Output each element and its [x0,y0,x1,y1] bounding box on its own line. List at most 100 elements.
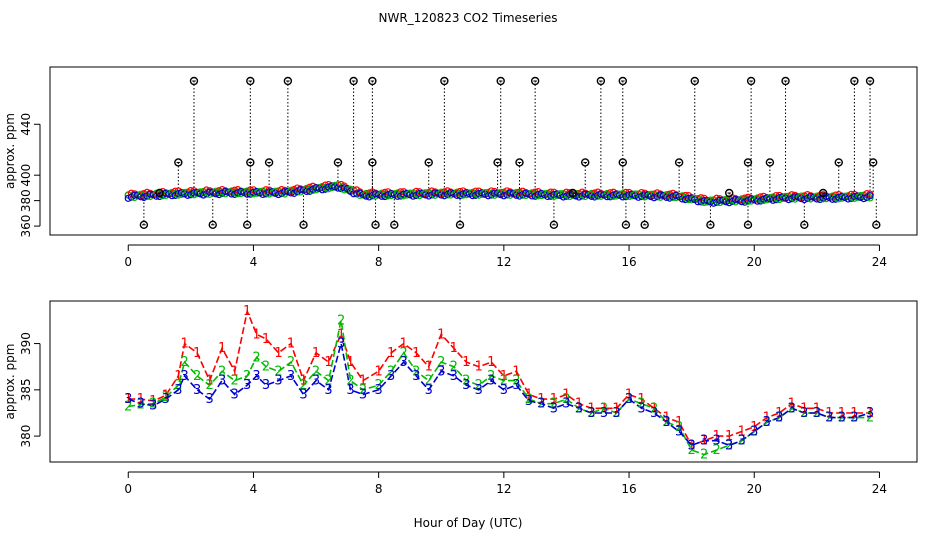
series-marker-3: 3 [425,383,433,398]
series-marker-2: 2 [359,383,367,398]
series-marker-3: 3 [550,401,558,416]
series-marker-2: 2 [612,406,620,421]
series-marker-3: 3 [312,374,320,389]
series-marker-1: 1 [287,337,295,352]
series-marker-3: 3 [450,369,458,384]
series-marker-2: 2 [587,406,595,421]
series-marker-2: 2 [562,392,570,407]
y-tick-label: 380 [19,425,33,448]
series-marker-1: 1 [775,406,783,421]
x-tick-label: 12 [496,255,511,269]
series-marker-2: 2 [637,397,645,412]
series-marker-1: 1 [700,434,708,449]
series-marker-3: 3 [324,383,332,398]
flagged-point [746,76,756,86]
series-marker-3: 3 [500,383,508,398]
series-marker-1: 1 [262,332,270,347]
series-marker-2: 2 [625,392,633,407]
series-marker-1: 1 [587,401,595,416]
flagged-point [581,158,590,167]
flagged-point [800,220,809,230]
flagged-point [440,76,449,86]
series-marker-1: 1 [650,401,658,416]
series-marker-2: 2 [252,350,260,365]
series-marker-3: 3 [575,401,583,416]
series-marker-2: 2 [537,397,545,412]
series-marker-2: 2 [412,364,420,379]
series-marker-3: 3 [180,369,188,384]
series-marker-3: 3 [688,438,696,453]
flagged-point [781,76,790,86]
series-marker-2: 2 [775,411,783,426]
series-marker-1: 1 [324,355,332,370]
series-marker-1: 1 [788,397,796,412]
series-marker-2: 2 [600,401,608,416]
series-marker-2: 2 [337,313,345,328]
series-marker-1: 1 [637,392,645,407]
series-marker-3: 3 [299,387,307,402]
series-marker-3: 3 [800,406,808,421]
series-marker-1: 1 [412,346,420,361]
series-marker-3: 3 [637,401,645,416]
series-marker-2: 2 [487,369,495,384]
series-marker-1: 1 [750,420,758,435]
series-marker-2: 2 [500,374,508,389]
series-marker-1: 1 [346,355,354,370]
bottom-panel-frame [49,300,918,463]
series-marker-3: 3 [713,434,721,449]
flagged-point [371,220,380,230]
measurement-points [124,180,874,207]
flagged-point [568,188,577,198]
flagged-point [174,158,183,167]
x-tick-label: 24 [872,255,887,269]
series-marker-1: 1 [800,401,808,416]
series-marker-1: 1 [866,406,874,421]
series-marker-1: 1 [763,411,771,426]
flagged-point [621,220,631,230]
series-marker-2: 2 [262,360,270,375]
flagged-point [424,158,433,167]
series-marker-2: 2 [231,374,239,389]
series-marker-2: 2 [450,360,458,375]
y-tick-label: 390 [19,332,33,355]
series-marker-2: 2 [763,415,771,430]
x-tick-label: 0 [124,482,132,496]
series-marker-2: 2 [124,399,132,414]
series-marker-1: 1 [425,360,433,375]
series-marker-2: 2 [788,401,796,416]
series-marker-2: 2 [838,411,846,426]
series-marker-1: 1 [450,341,458,356]
series-marker-3: 3 [487,374,495,389]
series-marker-2: 2 [205,378,213,393]
x-tick-label: 0 [124,255,132,269]
flagged-points [139,76,881,230]
flagged-point [515,158,524,167]
series-marker-2: 2 [324,374,332,389]
series-marker-3: 3 [375,383,383,398]
flagged-point [246,158,255,167]
series-marker-3: 3 [763,415,771,430]
series-marker-1: 1 [713,429,721,444]
series-marker-1: 1 [312,346,320,361]
series-marker-3: 3 [600,406,608,421]
series-marker-1: 1 [359,374,367,389]
chart-title: NWR_120823 CO2 Timeseries [379,11,558,25]
series-marker-3: 3 [412,369,420,384]
series-marker-1: 1 [462,355,470,370]
series-marker-3: 3 [162,392,170,407]
series-marker-2: 2 [346,374,354,389]
series-marker-1: 1 [725,429,733,444]
series-marker-2: 2 [174,378,182,393]
flagged-point [865,76,875,86]
flagged-point [299,220,308,230]
series-marker-1: 1 [475,360,483,375]
series-marker-3: 3 [813,406,821,421]
flagged-point [155,188,164,198]
flagged-point [872,220,881,230]
flagged-point [264,158,274,167]
series-marker-3: 3 [562,397,570,412]
series-marker-2: 2 [750,424,758,439]
series-marker-3: 3 [218,374,226,389]
flagged-point [765,158,775,167]
